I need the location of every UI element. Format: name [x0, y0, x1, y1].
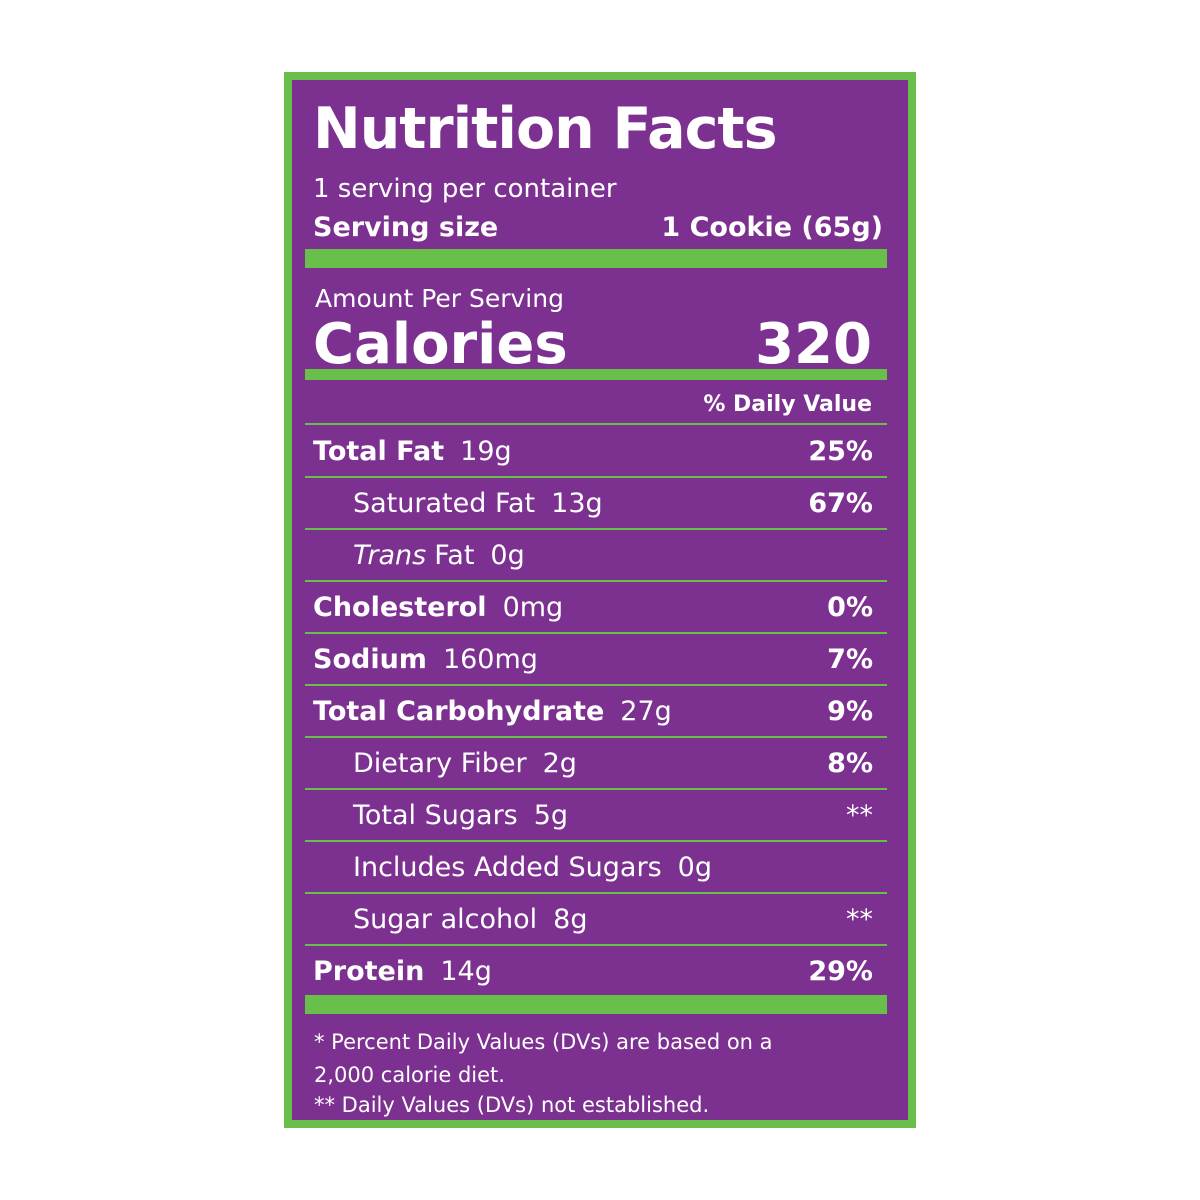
nutrient-dv: **: [846, 903, 873, 935]
nutrient-row: Saturated Fat 13g 67%: [305, 478, 887, 530]
amount-label: Amount Per Serving: [315, 284, 564, 313]
nutrient-dv: 67%: [808, 487, 873, 519]
nutrient-dv: 9%: [827, 695, 873, 727]
nutrient-name: Total Sugars: [353, 799, 518, 831]
nutrient-dv: 29%: [808, 955, 873, 987]
nutrient-row: Sugar alcohol 8g **: [305, 894, 887, 946]
thick-divider: [305, 249, 887, 268]
nutrient-amount: 0g: [677, 851, 712, 883]
nutrient-amount: 19g: [460, 435, 512, 467]
serving-size-label: Serving size: [313, 212, 499, 243]
nutrient-dv: **: [846, 799, 873, 831]
nutrient-name: Sodium: [313, 643, 427, 675]
calories-value: 320: [755, 312, 872, 377]
nutrient-amount: 8g: [553, 903, 588, 935]
nutrient-name: Total Fat: [313, 435, 445, 467]
nutrient-name: Cholesterol: [313, 591, 487, 623]
thick-divider: [305, 995, 887, 1014]
nutrient-row: Includes Added Sugars 0g: [305, 842, 887, 894]
nutrient-row: Protein 14g 29%: [305, 946, 887, 996]
nutrient-amount: 13g: [551, 487, 603, 519]
nutrient-dv: 0%: [827, 591, 873, 623]
nutrient-dv: 8%: [827, 747, 873, 779]
serving-size-value: 1 Cookie (65g): [661, 212, 883, 243]
nutrient-dv: 25%: [808, 435, 873, 467]
nutrient-rows: Total Fat 19g 25% Saturated Fat 13g 67% Tran…: [305, 426, 887, 996]
nutrient-amount: 2g: [542, 747, 577, 779]
nutrient-amount: 0g: [490, 539, 525, 571]
nutrient-row: Sodium 160mg 7%: [305, 634, 887, 686]
footnote: ** Daily Values (DVs) not established.: [314, 1093, 710, 1117]
calories-name: Calories: [313, 312, 568, 377]
nutrient-name: Saturated Fat: [353, 487, 536, 519]
nutrient-dv: 7%: [827, 643, 873, 675]
servings: 1 serving per container: [313, 174, 617, 204]
nutrient-amount: 0mg: [502, 591, 564, 623]
nutrient-amount: 5g: [533, 799, 569, 831]
nutrient-amount: 14g: [440, 955, 492, 987]
thin-divider: [305, 423, 887, 425]
nutrient-row: Dietary Fiber 2g 8%: [305, 738, 887, 790]
footnote: 2,000 calorie diet.: [314, 1063, 505, 1087]
dv-header: % Daily Value: [703, 392, 872, 417]
nutrient-row: Trans Fat 0g: [305, 530, 887, 582]
title: Nutrition Facts: [313, 96, 778, 162]
nutrient-name: Sugar alcohol: [353, 903, 538, 935]
footnote: * Percent Daily Values (DVs) are based o…: [314, 1030, 773, 1054]
nutrient-row: Total Carbohydrate 27g 9%: [305, 686, 887, 738]
nutrient-amount: 27g: [620, 695, 672, 727]
nutrient-name: Fat: [434, 539, 475, 571]
nutrient-row: Cholesterol 0mg 0%: [305, 582, 887, 634]
nutrient-name: Dietary Fiber: [353, 747, 527, 779]
nutrient-name-italic: Trans: [353, 539, 427, 571]
medium-divider: [305, 369, 887, 380]
nutrient-amount: 160mg: [442, 643, 538, 675]
nutrition-label: Nutrition Facts 1 serving per container …: [284, 72, 916, 1128]
nutrient-name: Includes Added Sugars: [353, 851, 662, 883]
nutrient-name: Total Carbohydrate: [313, 695, 605, 727]
nutrient-row: Total Fat 19g 25%: [305, 426, 887, 478]
nutrient-name: Protein: [313, 955, 425, 987]
nutrient-row: Total Sugars 5g **: [305, 790, 887, 842]
